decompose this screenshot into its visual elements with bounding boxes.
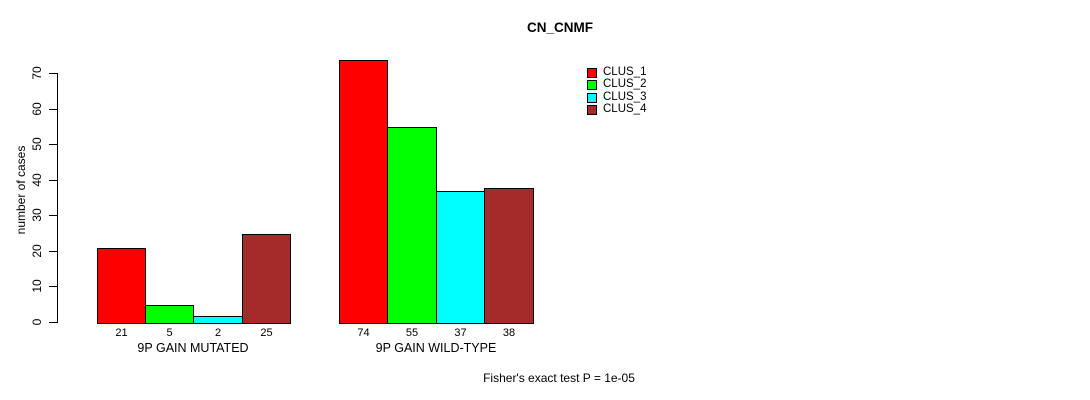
bar-value-label: 55	[405, 327, 419, 339]
legend-swatch	[587, 80, 597, 90]
bar-clus_4-1	[242, 234, 291, 324]
bar-clus_4-2	[484, 188, 534, 324]
y-tick	[49, 144, 57, 145]
y-tick	[49, 286, 57, 287]
y-tick-label: 20	[30, 244, 44, 258]
bar-value-label: 21	[115, 327, 128, 339]
y-tick	[49, 251, 57, 252]
bar-clus_1-1	[97, 248, 146, 324]
bar-value-label: 74	[357, 327, 370, 339]
y-axis-line	[57, 73, 58, 323]
bar-clus_1-2	[339, 60, 388, 324]
y-tick	[49, 109, 57, 110]
bar-value-label: 38	[502, 327, 516, 339]
y-tick	[49, 322, 57, 323]
y-tick	[49, 73, 57, 74]
bar-value-label: 2	[214, 327, 222, 339]
bar-value-label: 5	[166, 327, 173, 339]
bar-value-label: 37	[454, 327, 467, 339]
category-label: 9P GAIN WILD-TYPE	[375, 341, 497, 355]
legend-swatch	[587, 68, 597, 78]
y-tick-label: 50	[30, 137, 44, 151]
legend-swatch	[587, 105, 597, 115]
footnote-text: Fisher's exact test P = 1e-05	[483, 371, 635, 385]
y-tick	[49, 215, 57, 216]
bar-clus_2-2	[387, 127, 437, 324]
y-tick-label: 70	[30, 66, 44, 80]
bar-clus_3-1	[193, 316, 243, 324]
y-axis-label: number of cases	[14, 145, 28, 235]
y-tick-label: 10	[30, 279, 44, 293]
chart-title: CN_CNMF	[527, 20, 593, 35]
y-tick-label: 30	[30, 208, 44, 222]
y-tick-label: 0	[30, 318, 44, 326]
bar-value-label: 25	[260, 327, 273, 339]
legend-label: CLUS_1	[603, 66, 647, 78]
category-label: 9P GAIN MUTATED	[137, 341, 249, 355]
legend-swatch	[587, 93, 597, 103]
legend-label: CLUS_3	[603, 91, 647, 103]
legend-label: CLUS_4	[603, 103, 647, 115]
bar-clus_2-1	[145, 305, 194, 324]
bar-clus_3-2	[436, 191, 485, 324]
y-tick	[49, 180, 57, 181]
y-tick-label: 60	[30, 102, 44, 116]
y-tick-label: 40	[30, 173, 44, 187]
legend-label: CLUS_2	[603, 78, 647, 90]
